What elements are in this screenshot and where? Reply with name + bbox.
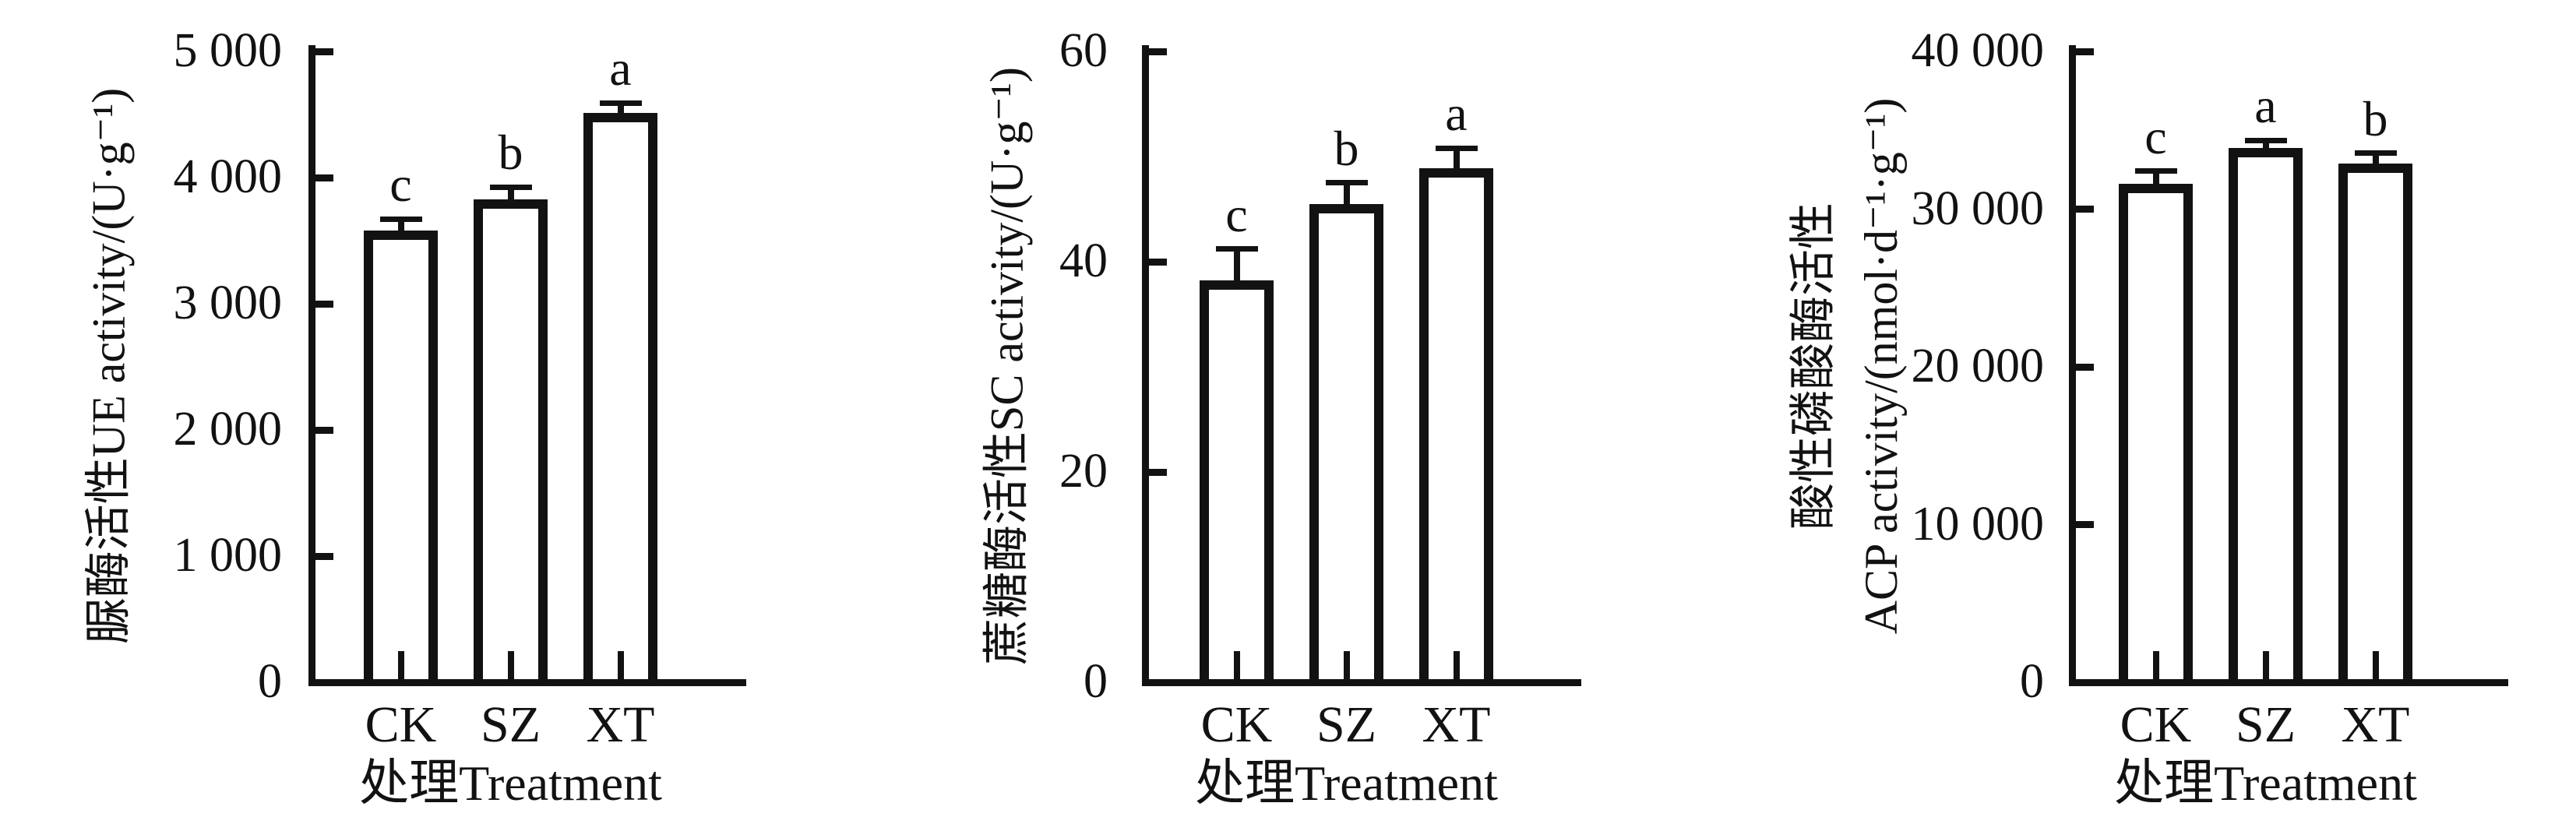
sig-letter: b — [1334, 120, 1359, 176]
x-tick — [2152, 651, 2159, 686]
sig-letter: b — [498, 125, 523, 181]
x-tick — [397, 651, 404, 686]
error-bar-cap — [599, 100, 642, 106]
error-bar-cap — [2134, 168, 2177, 174]
sig-letter: b — [2363, 90, 2388, 146]
bar-xt — [1419, 167, 1493, 686]
y-axis-label: 脲酶活性UE activity/(U·g⁻¹) — [76, 88, 143, 645]
error-bar-stem — [2372, 153, 2379, 171]
x-category-label: XT — [1422, 696, 1491, 753]
bar-ck — [364, 231, 438, 686]
y-tick-label: 0 — [258, 654, 282, 708]
x-axis-line — [1141, 678, 1581, 686]
y-axis-label-line: 脲酶活性UE activity/(U·g⁻¹) — [83, 87, 135, 645]
y-tick — [1147, 258, 1167, 266]
y-tick-label: 0 — [1084, 654, 1108, 708]
x-tick — [2372, 651, 2379, 686]
x-category-label: XT — [586, 696, 655, 753]
error-bar-stem — [1453, 148, 1460, 176]
y-tick-label: 0 — [2020, 654, 2044, 708]
x-axis-line — [2068, 678, 2508, 686]
y-tick — [313, 300, 333, 308]
x-category-label: CK — [365, 696, 437, 753]
sig-letter: c — [1225, 186, 1248, 242]
y-axis-line — [308, 45, 315, 686]
x-category-label: CK — [1200, 696, 1273, 753]
bar-ck — [2119, 184, 2193, 686]
y-axis-label-line: 酸性磷酸酶活性 — [1788, 202, 1839, 530]
y-tick — [1147, 468, 1167, 476]
bar-sz — [474, 199, 548, 686]
error-bar-cap — [2244, 137, 2287, 143]
y-axis-line — [2068, 45, 2076, 686]
sig-letter: c — [389, 157, 412, 213]
y-tick-label: 30 000 — [1911, 181, 2045, 235]
error-bar-cap — [489, 184, 532, 190]
y-axis-label-line: ACP activity/(nmol·d⁻¹·g⁻¹) — [1855, 97, 1907, 635]
x-category-label: SZ — [480, 696, 541, 753]
x-axis-line — [308, 678, 746, 686]
sig-letter: a — [2254, 78, 2277, 134]
y-tick-label: 60 — [1059, 23, 1108, 77]
y-axis-line — [1141, 45, 1149, 686]
bar-xt — [583, 113, 657, 686]
y-tick — [313, 426, 333, 434]
x-tick — [507, 651, 514, 686]
y-tick — [2074, 363, 2094, 371]
x-tick — [2262, 651, 2269, 686]
bar-xt — [2338, 163, 2412, 686]
sig-letter: a — [1445, 86, 1468, 142]
y-tick-label: 3 000 — [173, 276, 283, 329]
y-axis-label: 蔗糖酶活性SC activity/(U·g⁻¹) — [974, 67, 1041, 665]
y-tick-label: 5 000 — [173, 23, 283, 77]
x-category-label: SZ — [1316, 696, 1377, 753]
x-axis-label: 处理Treatment — [359, 755, 662, 811]
y-tick-label: 40 000 — [1911, 23, 2045, 77]
y-axis-label: 酸性磷酸酶活性 ACP activity/(nmol·d⁻¹·g⁻¹) — [1780, 98, 1915, 635]
error-bar-stem — [397, 219, 404, 239]
y-tick-label: 1 000 — [173, 528, 283, 582]
y-tick — [2074, 48, 2094, 55]
x-axis-label: 处理Treatment — [2114, 755, 2417, 811]
error-bar-cap — [2354, 150, 2397, 157]
x-category-label: CK — [2120, 696, 2192, 753]
error-bar-cap — [1325, 180, 1368, 186]
bar-ck — [1200, 280, 1274, 686]
y-axis-label-line: 蔗糖酶活性SC activity/(U·g⁻¹) — [981, 67, 1033, 665]
error-bar-cap — [1215, 246, 1258, 252]
x-tick — [1233, 651, 1240, 686]
x-category-label: XT — [2341, 696, 2410, 753]
y-tick-label: 20 000 — [1911, 339, 2045, 393]
y-tick — [313, 48, 333, 55]
y-tick-label: 2 000 — [173, 402, 283, 456]
error-bar-stem — [2262, 140, 2269, 156]
bar-sz — [1309, 203, 1383, 686]
error-bar-cap — [1435, 145, 1478, 151]
error-bar-stem — [1343, 182, 1350, 212]
y-tick-label: 40 — [1059, 234, 1108, 287]
error-bar-stem — [1233, 248, 1240, 289]
y-tick — [313, 174, 333, 181]
y-tick — [2074, 521, 2094, 528]
y-tick-label: 4 000 — [173, 150, 283, 203]
y-tick — [1147, 48, 1167, 55]
error-bar-cap — [379, 216, 422, 222]
x-tick — [1343, 651, 1350, 686]
y-tick — [313, 552, 333, 560]
error-bar-stem — [2152, 171, 2159, 192]
y-tick — [2074, 206, 2094, 213]
y-tick-label: 10 000 — [1911, 497, 2045, 551]
error-bar-stem — [507, 187, 514, 207]
x-tick — [617, 651, 624, 686]
sig-letter: c — [2144, 108, 2167, 164]
sig-letter: a — [609, 40, 632, 97]
x-tick — [1453, 651, 1460, 686]
bar-sz — [2229, 147, 2303, 686]
y-tick-label: 20 — [1059, 444, 1108, 498]
x-axis-label: 处理Treatment — [1195, 755, 1498, 811]
error-bar-stem — [617, 103, 624, 121]
x-category-label: SZ — [2235, 696, 2296, 753]
